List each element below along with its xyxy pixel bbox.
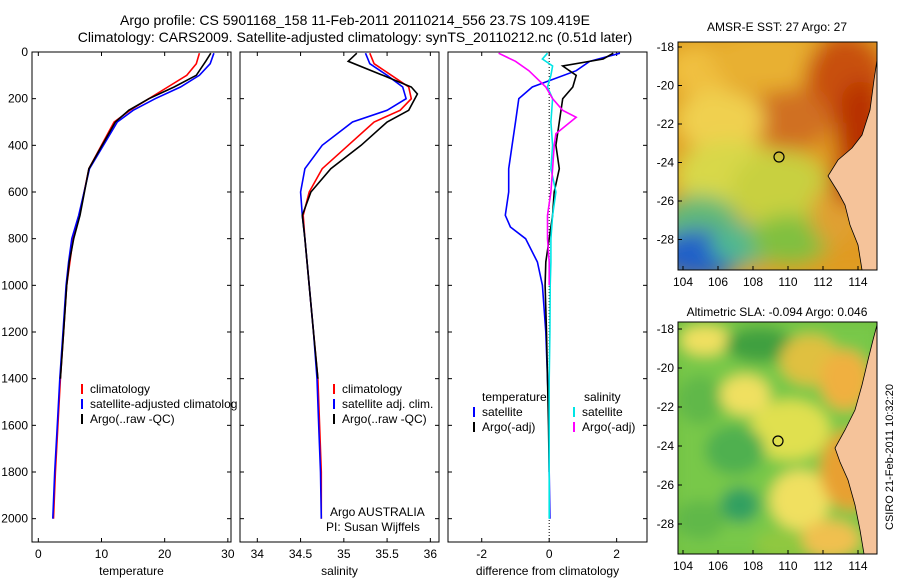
salinity-panel: 34 34.5 35 35.5 36 salinity climatologysatelli… <box>239 51 440 578</box>
y-tick-label: 400 <box>8 138 28 152</box>
map-y-tick-label: -20 <box>657 79 675 93</box>
map-x-tick-label: 114 <box>848 275 867 289</box>
x-tick-label: 34 <box>251 547 265 561</box>
map-y-tick-label: -24 <box>657 439 675 453</box>
series-line-temp_sat <box>504 52 621 519</box>
series-line-sat <box>299 52 408 519</box>
x-tick-label: 20 <box>158 547 172 561</box>
legend-label: Argo(..raw -QC) <box>342 412 427 426</box>
map-x-tick-label: 112 <box>813 559 832 573</box>
credit-timestamp: CSIRO 21-Feb-2011 10:32:20 <box>884 384 896 530</box>
y-tick-label: 600 <box>8 185 28 199</box>
map-x-tick-label: 114 <box>848 559 867 573</box>
y-tick-label: 1600 <box>1 418 28 432</box>
sst-map: AMSR-E SST: 27 Argo: 27 104 106 108 110 112 1… <box>657 20 878 289</box>
map-y-tick-label: -24 <box>657 156 675 170</box>
figure-title-line2: Climatology: CARS2009. Satellite-adjuste… <box>77 29 633 45</box>
series-line-temp_argo <box>544 52 614 473</box>
x-tick-label: -2 <box>476 547 487 561</box>
series-line-clim <box>52 52 201 519</box>
map-y-tick-label: -28 <box>657 517 675 531</box>
map-y-tick-label: -18 <box>657 40 675 54</box>
x-axis-label: temperature <box>99 564 164 578</box>
x-tick-label: 30 <box>221 547 235 561</box>
map-x-tick-label: 110 <box>778 275 797 289</box>
legend-label: climatology <box>90 382 150 396</box>
map-y-tick-label: -20 <box>657 361 675 375</box>
map-x-tick-label: 108 <box>743 275 763 289</box>
y-tick-label: 1800 <box>1 465 28 479</box>
x-tick-label: 0 <box>35 547 42 561</box>
y-tick-label: 200 <box>8 92 28 106</box>
sla-map-title: Altimetric SLA: -0.094 Argo: 0.046 <box>687 305 868 319</box>
map-y-tick-label: -26 <box>657 478 675 492</box>
map-x-tick-label: 110 <box>778 559 797 573</box>
map-x-tick-label: 108 <box>743 559 763 573</box>
plot-frame <box>31 51 232 543</box>
y-tick-label: 1200 <box>1 325 28 339</box>
legend-label: Argo(-adj) <box>582 420 635 434</box>
plot-frame <box>239 51 440 543</box>
y-tick-label: 1000 <box>1 278 28 292</box>
series-line-sal_sat <box>541 52 557 519</box>
legend-label: climatology <box>342 382 402 396</box>
map-y-tick-label: -26 <box>657 194 675 208</box>
map-x-tick-label: 104 <box>673 275 693 289</box>
series-line-sal_argo <box>498 52 578 286</box>
series-line-sat <box>52 52 215 519</box>
x-tick-label: 0 <box>546 547 553 561</box>
x-tick-label: 2 <box>613 547 620 561</box>
y-tick-label: 800 <box>8 232 28 246</box>
sst-map-title: AMSR-E SST: 27 Argo: 27 <box>707 20 847 34</box>
map-x-tick-label: 106 <box>708 275 728 289</box>
series-line-argo <box>59 52 212 379</box>
map-y-tick-label: -22 <box>657 400 675 414</box>
difference-panel: -2 0 2 difference from climatology temperatu… <box>447 51 648 578</box>
legend-label: satellite adj. clim. <box>342 397 433 411</box>
argo-position-marker <box>773 151 785 163</box>
map-x-tick-label: 112 <box>813 275 832 289</box>
x-axis-label: salinity <box>321 564 358 578</box>
y-tick-label: 1400 <box>1 372 28 386</box>
map-y-tick-label: -22 <box>657 117 675 131</box>
map-y-tick-label: -18 <box>657 322 675 336</box>
legend-label: Argo(-adj) <box>482 420 535 434</box>
legend-heading: temperature <box>482 390 547 404</box>
legend-label: satellite <box>482 405 523 419</box>
plot-frame <box>447 51 648 543</box>
x-axis-label: difference from climatology <box>476 564 619 578</box>
y-tick-label: 0 <box>21 45 28 59</box>
x-tick-label: 36 <box>424 547 438 561</box>
argo-program-label: Argo AUSTRALIA <box>330 505 425 519</box>
pi-label: PI: Susan Wijffels <box>326 520 420 534</box>
legend-label: satellite <box>582 405 623 419</box>
y-tick-label: 2000 <box>1 512 28 526</box>
sla-map: Altimetric SLA: -0.094 Argo: 0.046 104 10… <box>657 305 878 573</box>
legend-label: Argo(..raw -QC) <box>90 412 175 426</box>
legend-heading: salinity <box>584 390 621 404</box>
series-line-argo <box>301 52 419 379</box>
x-tick-label: 35.5 <box>375 547 399 561</box>
temperature-panel: 0 200 400 600 800 1000 1200 1400 1600 1800 2000 0 10… <box>1 45 237 578</box>
x-tick-label: 10 <box>95 547 109 561</box>
legend-label: satellite-adjusted climatolog <box>90 397 237 411</box>
map-y-tick-label: -28 <box>657 233 675 247</box>
x-tick-label: 34.5 <box>289 547 313 561</box>
figure-title-line1: Argo profile: CS 5901168_158 11-Feb-2011… <box>120 12 590 28</box>
map-x-tick-label: 106 <box>708 559 728 573</box>
argo-position-marker <box>772 435 784 447</box>
x-tick-label: 35 <box>337 547 351 561</box>
map-x-tick-label: 104 <box>673 559 693 573</box>
